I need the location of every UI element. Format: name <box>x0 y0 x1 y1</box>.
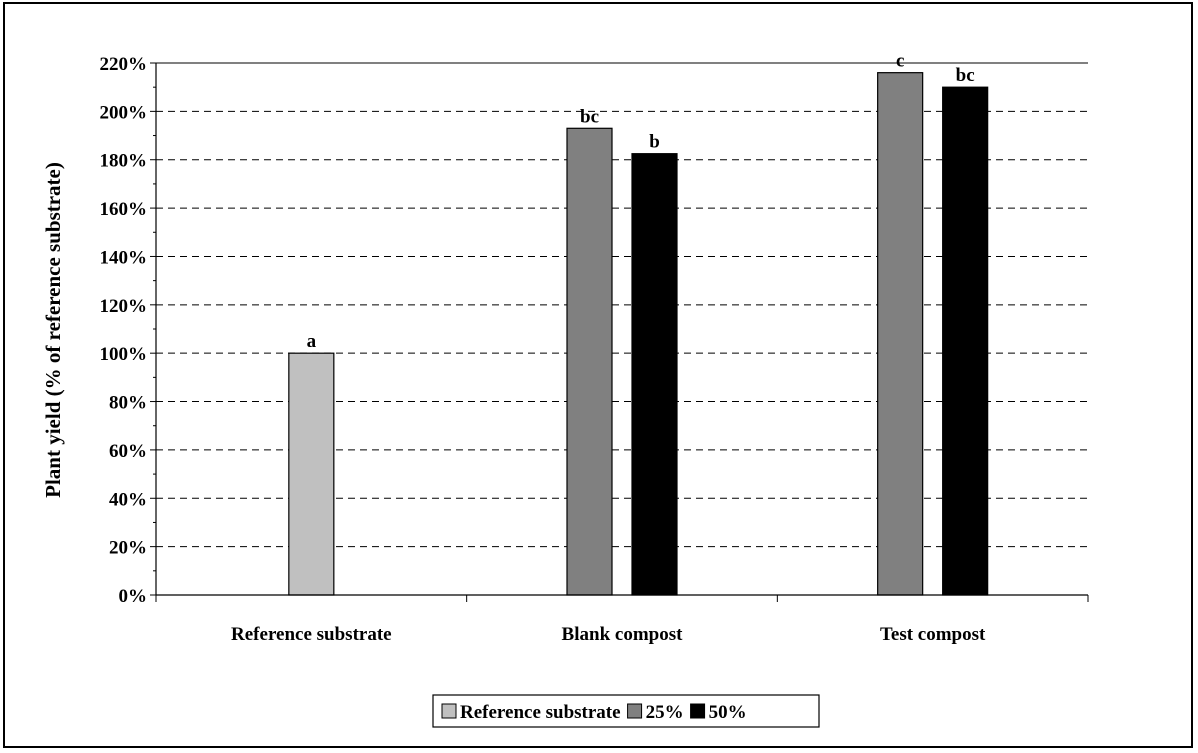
bars <box>288 72 989 596</box>
x-tick-label: Reference substrate <box>231 624 392 645</box>
y-tick-label: 60% <box>109 441 147 462</box>
y-tick-label: 220% <box>100 54 148 75</box>
legend-swatch <box>627 703 643 719</box>
legend-label: 25% <box>646 702 684 723</box>
legend-swatch <box>441 703 457 719</box>
y-tick-label: 100% <box>100 344 148 365</box>
y-tick-label: 160% <box>100 199 148 220</box>
gridlines <box>156 62 1088 548</box>
y-tick-label: 20% <box>109 538 147 559</box>
legend-label: 50% <box>709 702 747 723</box>
legend-swatch <box>690 703 706 719</box>
data-label: bc <box>580 106 599 127</box>
y-tick-label: 40% <box>109 489 147 510</box>
y-tick-label: 200% <box>100 102 148 123</box>
y-axis-label: Plant yield (% of reference substrate) <box>41 162 65 498</box>
legend-label: Reference substrate <box>460 702 621 723</box>
bar <box>631 153 678 596</box>
x-tick-label: Blank compost <box>562 624 684 645</box>
legend-box <box>432 694 820 728</box>
y-tick-label: 120% <box>100 296 148 317</box>
y-tick-label: 140% <box>100 247 148 268</box>
bar <box>942 86 989 596</box>
data-label: c <box>896 51 904 72</box>
axes: 0% 20% 40% 60% 80% 100% 120% 140% 160% 180% 200% 22… <box>100 54 1089 645</box>
data-label: b <box>649 132 660 153</box>
data-label: a <box>307 331 317 352</box>
bar <box>288 352 335 596</box>
y-tick-label: 80% <box>109 393 147 414</box>
y-tick-label: 0% <box>119 586 148 607</box>
legend: Reference substrate 25% 50% <box>432 694 820 728</box>
bar <box>566 127 613 596</box>
x-tick-label: Test compost <box>880 624 986 645</box>
bar <box>877 72 924 596</box>
data-label: bc <box>956 65 975 86</box>
y-tick-label: 180% <box>100 151 148 172</box>
